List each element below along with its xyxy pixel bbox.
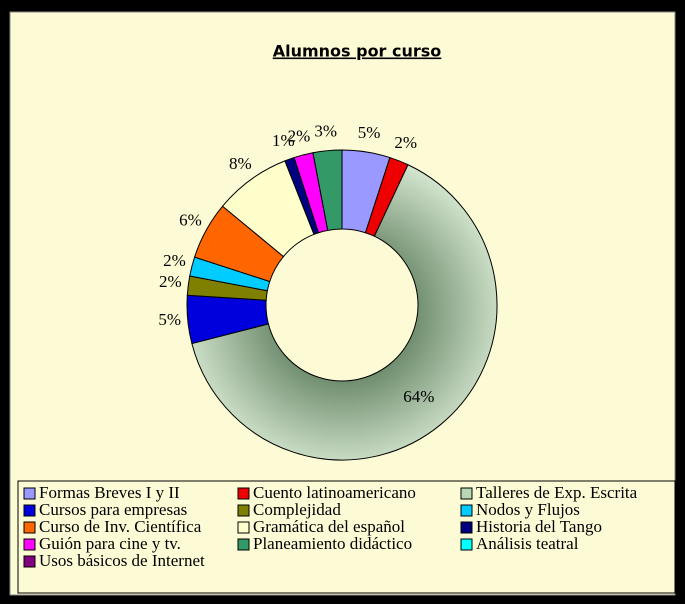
legend-label: Análisis teatral xyxy=(476,534,579,553)
legend-swatch xyxy=(460,538,473,551)
legend-label: Gramática del español xyxy=(253,517,405,536)
legend-swatch xyxy=(237,487,250,500)
legend-swatch xyxy=(23,538,36,551)
data-label: 2% xyxy=(394,133,417,152)
data-label: 8% xyxy=(229,154,252,173)
legend-label: Usos básicos de Internet xyxy=(39,551,205,570)
legend-label: Cuento latinoamericano xyxy=(253,483,416,502)
data-label: 2% xyxy=(159,272,182,291)
legend-label: Nodos y Flujos xyxy=(476,500,580,519)
legend-label: Complejidad xyxy=(253,500,341,519)
legend-label: Historia del Tango xyxy=(476,517,602,536)
legend-swatch xyxy=(237,504,250,517)
data-label: 64% xyxy=(403,387,434,406)
legend-swatch xyxy=(460,504,473,517)
legend-label: Cursos para empresas xyxy=(39,500,187,519)
legend-label: Guión para cine y tv. xyxy=(39,534,181,553)
legend-swatch xyxy=(460,487,473,500)
data-label: 2% xyxy=(288,126,311,145)
legend xyxy=(17,480,676,594)
data-label: 5% xyxy=(158,310,181,329)
legend-label: Curso de Inv. Científica xyxy=(39,517,202,536)
data-label: 5% xyxy=(358,123,381,142)
legend-label: Talleres de Exp. Escrita xyxy=(476,483,638,502)
legend-swatch xyxy=(23,487,36,500)
legend-swatch xyxy=(460,521,473,534)
legend-label: Formas Breves I y II xyxy=(39,483,180,502)
data-label: 6% xyxy=(179,211,202,230)
legend-swatch xyxy=(237,521,250,534)
legend-swatch xyxy=(23,504,36,517)
chart-title: Alumnos por curso xyxy=(273,42,442,61)
donut-slice xyxy=(191,164,498,461)
donut-slice xyxy=(312,149,343,231)
legend-swatch xyxy=(237,538,250,551)
data-label: 2% xyxy=(163,251,186,270)
legend-swatch xyxy=(23,555,36,568)
data-label: 3% xyxy=(314,122,337,141)
legend-swatch xyxy=(23,521,36,534)
data-label: 1% xyxy=(272,131,295,150)
legend-label: Planeamiento didáctico xyxy=(253,534,412,553)
